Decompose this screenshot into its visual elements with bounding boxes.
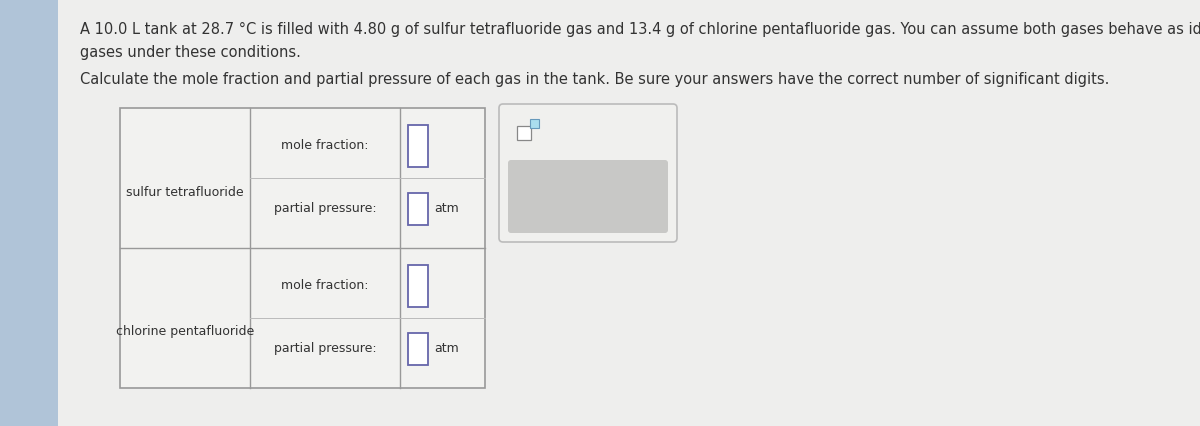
Text: x10: x10	[541, 128, 560, 138]
Bar	[517, 126, 530, 140]
Text: ×: ×	[550, 187, 565, 206]
Text: ↺: ↺	[611, 187, 626, 206]
Text: mole fraction:: mole fraction:	[281, 139, 368, 153]
Bar	[408, 265, 428, 307]
Bar	[0, 0, 58, 426]
Bar	[120, 108, 485, 388]
Text: gases under these conditions.: gases under these conditions.	[80, 45, 301, 60]
Bar	[408, 193, 428, 225]
Text: chlorine pentafluoride: chlorine pentafluoride	[116, 325, 254, 339]
Text: Calculate the mole fraction and partial pressure of each gas in the tank. Be sur: Calculate the mole fraction and partial …	[80, 72, 1109, 87]
Text: A 10.0 L tank at 28.7 °C is filled with 4.80 g of sulfur tetrafluoride gas and 1: A 10.0 L tank at 28.7 °C is filled with …	[80, 22, 1200, 37]
Text: sulfur tetrafluoride: sulfur tetrafluoride	[126, 185, 244, 199]
Text: partial pressure:: partial pressure:	[274, 202, 377, 215]
Bar	[408, 333, 428, 365]
Text: partial pressure:: partial pressure:	[274, 343, 377, 355]
Bar	[408, 125, 428, 167]
Bar	[530, 119, 539, 128]
FancyBboxPatch shape	[499, 104, 677, 242]
FancyBboxPatch shape	[508, 160, 668, 233]
Text: atm: atm	[434, 202, 458, 215]
Text: atm: atm	[434, 343, 458, 355]
Text: mole fraction:: mole fraction:	[281, 279, 368, 292]
